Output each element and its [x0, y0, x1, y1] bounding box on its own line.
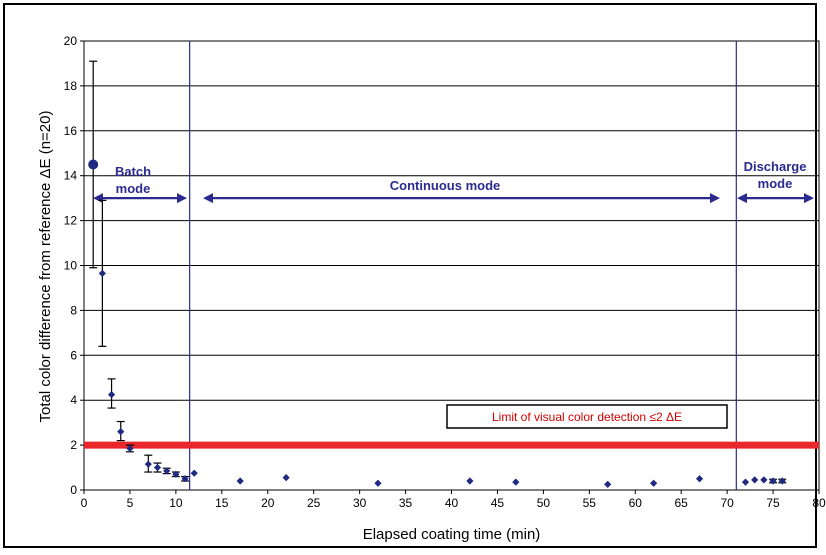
limit-label: Limit of visual color detection ≤2 ΔE [492, 410, 682, 424]
data-point [695, 475, 704, 483]
y-axis-title: Total color difference from reference ΔE… [37, 111, 54, 423]
x-axis-title: Elapsed coating time (min) [363, 526, 541, 543]
data-point [760, 476, 768, 484]
data-point [650, 479, 658, 487]
arrow-head-right [710, 193, 720, 204]
mode-label: Discharge [744, 159, 807, 174]
x-tick-label: 5 [127, 496, 134, 510]
mode-label: mode [758, 176, 793, 191]
data-point [181, 475, 189, 483]
y-tick-label: 18 [64, 79, 78, 93]
y-tick-label: 16 [64, 124, 78, 138]
x-tick-label: 45 [491, 496, 505, 510]
data-point [126, 444, 134, 453]
limit-label-box [446, 404, 728, 429]
x-tick-label: 30 [353, 496, 367, 510]
y-tick-label: 10 [64, 259, 78, 273]
x-tick-label: 80 [812, 496, 826, 510]
arrow-head-right [804, 193, 814, 204]
mode-boundary-lines [189, 41, 737, 490]
data-point [769, 477, 777, 485]
x-tick-label: 20 [261, 496, 275, 510]
data-point [466, 477, 474, 485]
plot-area-border [83, 40, 820, 491]
data-point [512, 478, 520, 486]
mode-label: Batch [115, 164, 151, 179]
y-tick-label: 6 [70, 348, 77, 362]
chart-frame [3, 3, 817, 548]
x-tick-label: 60 [629, 496, 643, 510]
x-tick-label: 65 [675, 496, 689, 510]
data-point [163, 467, 171, 475]
data-point [374, 479, 382, 487]
y-tick-label: 20 [64, 34, 78, 48]
data-point [778, 477, 786, 485]
mode-annotations: Batch mode Continuous mode Discharge mode [93, 159, 814, 204]
x-tick-label: 10 [169, 496, 183, 510]
data-point [88, 159, 99, 170]
mode-label: mode [116, 181, 151, 196]
x-tick-label: 25 [307, 496, 321, 510]
data-point [282, 474, 290, 482]
arrow-head-right [177, 193, 187, 204]
data-point [117, 428, 125, 436]
data-point [604, 480, 612, 488]
data-point [751, 476, 759, 484]
data-point [107, 390, 116, 399]
arrow-head-left [203, 193, 213, 204]
mode-label: Continuous mode [390, 178, 501, 193]
x-tick-label: 0 [81, 496, 88, 510]
data-point [741, 478, 750, 486]
x-tick-label: 15 [215, 496, 229, 510]
data-point [190, 469, 198, 477]
data-point [153, 463, 162, 472]
limit-line-group: Limit of visual color detection ≤2 ΔE [84, 404, 819, 449]
data-points [88, 60, 787, 488]
x-tick-labels: 0 5 10 15 20 25 30 35 40 45 50 55 60 65 70 75 80 [81, 496, 826, 510]
data-point [236, 477, 244, 485]
x-tick-label: 75 [766, 496, 780, 510]
y-tick-labels: 0 2 4 6 8 10 12 14 16 18 20 [64, 34, 78, 497]
data-point [98, 269, 106, 277]
arrow-head-left [737, 193, 747, 204]
x-tick-label: 35 [399, 496, 413, 510]
arrow-head-left [93, 193, 103, 204]
data-point [172, 470, 180, 478]
y-tick-label: 2 [70, 438, 77, 452]
x-tick-label: 40 [445, 496, 459, 510]
x-tick-label: 70 [720, 496, 734, 510]
x-tick-label: 50 [537, 496, 551, 510]
y-tick-label: 14 [64, 169, 78, 183]
x-tick-label: 55 [583, 496, 597, 510]
data-point [144, 460, 152, 468]
y-tick-label: 0 [70, 483, 77, 497]
y-tick-label: 8 [70, 303, 77, 317]
y-tick-label: 4 [70, 393, 77, 407]
y-tick-label: 12 [64, 214, 78, 228]
